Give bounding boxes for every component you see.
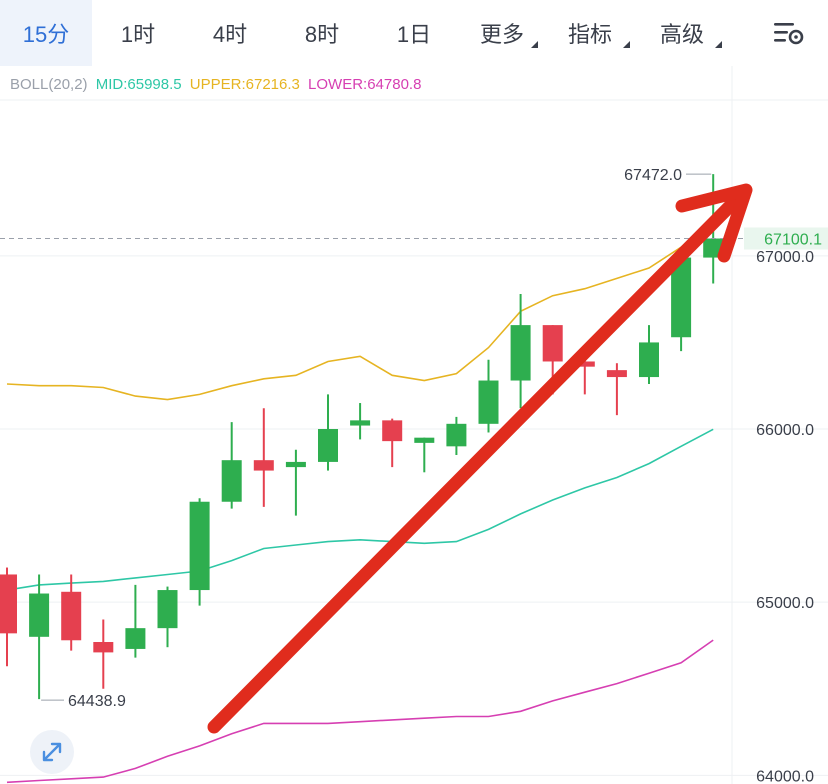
boll-name: BOLL(20,2) — [10, 76, 88, 93]
candle-down — [574, 361, 595, 367]
tab-label: 8时 — [304, 22, 340, 47]
tab-8h[interactable]: 8时 — [276, 0, 368, 66]
candle-down — [606, 370, 627, 378]
candle-up — [125, 628, 146, 649]
chart-settings-icon — [774, 23, 804, 45]
candle-down — [0, 574, 17, 634]
expand-chart-button[interactable] — [30, 730, 74, 774]
tab-more[interactable]: 更多 — [460, 0, 544, 66]
candle-up — [318, 429, 338, 462]
current-price-label: 67100.1 — [764, 232, 822, 249]
boll-lower-line — [6, 639, 714, 784]
y-tick-label: 67000.0 — [756, 249, 814, 266]
y-tick-label: 65000.0 — [756, 595, 814, 612]
candle-down — [382, 420, 403, 442]
expand-icon — [42, 742, 62, 762]
candle-up — [639, 342, 659, 378]
candle-down — [542, 325, 563, 362]
tab-1d[interactable]: 1日 — [368, 0, 460, 66]
tab-label: 更多 — [479, 22, 524, 47]
tab-label: 高级 — [659, 22, 704, 47]
candle-up — [703, 238, 724, 258]
tab-1h[interactable]: 1时 — [92, 0, 184, 66]
tab-label: 1日 — [396, 22, 432, 47]
candle-up — [221, 460, 242, 502]
tab-indicators[interactable]: 指标 — [544, 0, 636, 66]
trend-arrow-shaft — [207, 191, 745, 734]
boll-upper-line — [6, 217, 714, 401]
chart-settings-button[interactable] — [772, 18, 806, 48]
y-tick-label: 66000.0 — [756, 422, 814, 439]
tab-label: 1时 — [120, 22, 156, 47]
candle-down — [93, 642, 114, 653]
dropdown-caret-icon — [715, 41, 722, 48]
boll-upper-value: UPPER:67216.3 — [189, 76, 300, 93]
candle-up — [189, 501, 210, 591]
current-price-tag — [744, 227, 828, 250]
boll-indicator-legend: BOLL(20,2) MID:65998.5 UPPER:67216.3 LOW… — [10, 76, 425, 93]
high-price-label: 67472.0 — [624, 167, 682, 184]
y-tick-label: 64000.0 — [756, 768, 814, 784]
candle-up — [671, 257, 692, 338]
candle-up — [350, 420, 371, 426]
dropdown-caret-icon — [531, 41, 538, 48]
tab-label: 指标 — [567, 22, 612, 47]
candle-up — [414, 437, 435, 443]
boll-mid-value: MID:65998.5 — [95, 76, 182, 93]
candle-up — [285, 461, 306, 468]
tab-4h[interactable]: 4时 — [184, 0, 276, 66]
candle-up — [446, 423, 467, 447]
tab-advanced[interactable]: 高级 — [636, 0, 728, 66]
candle-up — [157, 590, 178, 629]
candle-down — [253, 460, 274, 471]
low-price-label: 64438.9 — [68, 693, 126, 710]
tab-15m[interactable]: 15分 — [0, 0, 92, 66]
candle-up — [510, 325, 531, 381]
dropdown-caret-icon — [623, 41, 630, 48]
tab-label: 15分 — [22, 22, 70, 47]
boll-mid-line — [6, 428, 714, 591]
tab-label: 4时 — [212, 22, 248, 47]
candle-up — [478, 380, 499, 424]
timeframe-toolbar: 15分 1时 4时 8时 1日 更多 指标 高级 — [0, 0, 828, 66]
candle-down — [61, 591, 82, 641]
candle-up — [29, 593, 50, 637]
boll-lower-value: LOWER:64780.8 — [308, 76, 422, 93]
trend-arrow-head — [675, 183, 753, 263]
